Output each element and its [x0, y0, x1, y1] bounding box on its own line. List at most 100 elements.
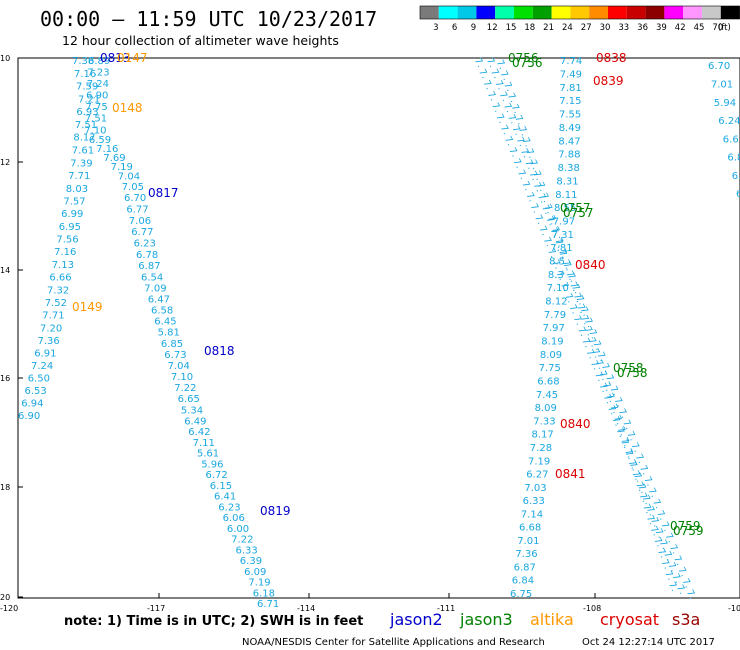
- track-value: 7.71: [42, 311, 64, 322]
- pass-time-label-altika: 0149: [72, 300, 103, 314]
- track-value: 7.36: [515, 549, 537, 560]
- pass-time-label-altika: 0148: [112, 101, 143, 115]
- track-value: 6.23: [218, 502, 240, 513]
- track-value: 7.06: [129, 216, 151, 227]
- overprinted-track-mark: 7.: [476, 67, 490, 80]
- track-value: 7.75: [539, 363, 561, 374]
- pass-time-label-jason3-overprint: 0758: [617, 366, 648, 380]
- overprinted-track-mark: 7.: [512, 114, 526, 127]
- scale-swatch: [645, 6, 665, 19]
- pass-time-label-jason3: 0759: [670, 519, 701, 533]
- mission-legend: jason2 jason3 altika cryosat s3a: [389, 610, 700, 629]
- overprinted-track-mark: 7.: [514, 135, 528, 148]
- page-title: 00:00 – 11:59 UTC 10/23/2017: [40, 7, 377, 31]
- credit-text: NOAA/NESDIS Center for Satellite Applica…: [242, 637, 545, 648]
- pass-time-label-jason2: 0819: [260, 504, 291, 518]
- pass-time-label-jason3-overprint: 0759: [673, 524, 704, 538]
- pass-time-label-jason2: 0818: [204, 344, 235, 358]
- overprinted-track-mark: 7.: [592, 370, 606, 383]
- y-axis-tick-label: 18: [0, 483, 10, 492]
- track-value: 8.31: [556, 177, 578, 188]
- track-value: 7.19: [111, 162, 133, 173]
- track-value: 6.71: [257, 599, 279, 610]
- track-value: 8.11: [555, 190, 577, 201]
- track-value: 8.03: [66, 184, 88, 195]
- track-value: 6.18: [253, 588, 275, 599]
- x-axis-tick-label: -114: [297, 604, 315, 613]
- track-value: 6.87: [138, 261, 160, 272]
- track-value: 6.24: [718, 116, 740, 127]
- scale-tick-label: 30: [600, 23, 611, 33]
- pass-time-label-cryosat: 0841: [555, 467, 586, 481]
- track-value: 6.93: [76, 107, 98, 118]
- track-value: 8.12: [545, 297, 567, 308]
- track-value: 6.8: [727, 153, 740, 164]
- track-value: 7.56: [56, 235, 78, 246]
- scale-tick-label: 12: [487, 23, 498, 33]
- scale-swatch: [702, 6, 721, 19]
- pass-time-label-cryosat: 0840: [575, 258, 606, 272]
- track-value: 7.10: [84, 125, 106, 136]
- track-value: 7.20: [40, 323, 62, 334]
- y-axis-tick-label: 14: [0, 266, 10, 275]
- overprinted-track-mark: 7.: [505, 113, 519, 126]
- track-value: 7.11: [193, 438, 215, 449]
- track-value: 7.24: [87, 79, 109, 90]
- track-value: 7.74: [560, 56, 582, 67]
- scale-tick-label: 45: [694, 23, 705, 33]
- track-value: 6.09: [244, 567, 266, 578]
- track-value: 7.05: [122, 182, 144, 193]
- track-value: 7.97: [553, 217, 575, 228]
- track-value: 7.16: [74, 69, 96, 80]
- overprinted-track-mark: 7.: [657, 538, 671, 551]
- legend-jason3: jason3: [459, 610, 513, 629]
- timestamp-text: Oct 24 12:27:14 UTC 2017: [582, 637, 715, 648]
- track-value: 7.36: [38, 336, 60, 347]
- scale-swatch: [683, 6, 702, 19]
- track-value: 7.28: [530, 443, 552, 454]
- scale-tick-label: 70: [712, 23, 723, 33]
- track-value: 6.78: [136, 250, 158, 261]
- track-value: 8.38: [558, 163, 580, 174]
- track-value: 7.71: [68, 171, 90, 182]
- track-value: 6.39: [240, 556, 262, 567]
- pass-time-label-jason2: 0817: [148, 186, 179, 200]
- track-value: 8.3: [548, 270, 564, 281]
- note-text: note: 1) Time is in UTC; 2) SWH is in fe…: [64, 614, 363, 629]
- track-value: 7.59: [76, 82, 98, 93]
- y-axis-tick-label: 20: [0, 593, 10, 602]
- track-value: 6.70: [124, 193, 146, 204]
- scale-tick-label: 24: [562, 23, 573, 33]
- track-value: 7.14: [521, 509, 543, 520]
- track-value: 7.19: [528, 456, 550, 467]
- track-value: 7.88: [558, 150, 580, 161]
- overprinted-track-mark: 7.: [488, 67, 502, 80]
- track-value: 7.15: [559, 96, 581, 107]
- pass-time-label-altika: 0147: [117, 51, 148, 65]
- legend-altika: altika: [530, 610, 574, 629]
- track-value: 6.6: [723, 134, 739, 145]
- track-value: 6.27: [526, 470, 548, 481]
- pass-time-label-cryosat: 0839: [593, 74, 624, 88]
- track-value: 7.09: [144, 283, 166, 294]
- page-subtitle: 12 hour collection of altimeter wave hei…: [62, 33, 339, 48]
- track-value: 7.22: [231, 535, 253, 546]
- scale-swatch: [608, 6, 627, 19]
- overprinted-track-mark: 7.: [519, 179, 533, 192]
- overprinted-track-mark: 7.: [501, 80, 515, 93]
- track-value: 6.65: [178, 394, 200, 405]
- scale-swatch: [626, 6, 646, 19]
- track-value: 5.81: [158, 328, 180, 339]
- overprinted-track-mark: 7.: [548, 226, 562, 239]
- wave-height-color-scale: 3 6 9 12 15 18 21 24 27 30 33 36 39 42 45 70(ft): [419, 5, 740, 33]
- track-value: 7.16: [54, 247, 76, 258]
- track-value: 7.32: [47, 285, 69, 296]
- track-value: 7.75: [86, 102, 108, 113]
- track-value: 8.47: [558, 136, 580, 147]
- track-value: 6.90: [86, 91, 108, 102]
- track-value: 7.57: [63, 196, 85, 207]
- track-value: 7.13: [52, 260, 74, 271]
- track-value: 8.49: [559, 123, 581, 134]
